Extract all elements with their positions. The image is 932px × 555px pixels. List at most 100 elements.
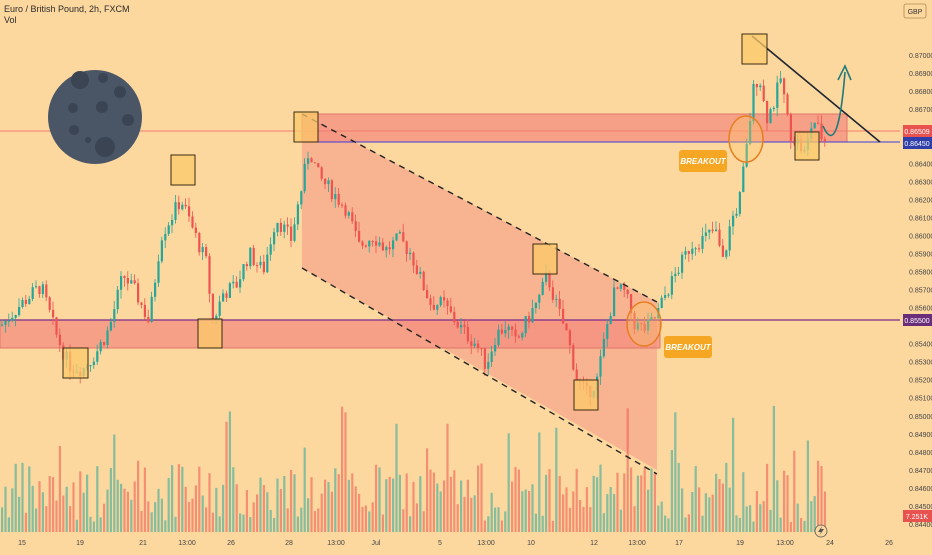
candle-body <box>11 317 14 321</box>
time-axis[interactable]: 15 19 21 13:00 26 28 13:00 Jul 5 13:00 10 12 13:00 17… <box>18 540 893 547</box>
candle-body <box>235 281 238 288</box>
volume-bar <box>500 520 503 532</box>
volume-bars <box>1 405 826 532</box>
candle-body <box>375 241 378 246</box>
candle-body <box>52 309 55 318</box>
candle-body <box>640 323 643 325</box>
candle-body <box>694 248 697 250</box>
volume-bar <box>86 474 89 532</box>
volume-bar <box>225 421 228 532</box>
volume-bar <box>691 492 694 532</box>
price-axis[interactable]: 0.870000.869000.868000.867000.866000.864… <box>909 53 932 529</box>
candle-body <box>602 338 605 357</box>
volume-bar <box>800 518 803 532</box>
x-tick-label: 24 <box>826 540 834 547</box>
lightning-icon[interactable] <box>814 524 828 538</box>
volume-bar <box>473 495 476 532</box>
y-tick-label: 0.86200 <box>909 197 932 204</box>
x-tick-label: 26 <box>885 540 893 547</box>
volume-bar <box>636 475 639 532</box>
candle-body <box>201 247 204 253</box>
volume-bar <box>572 491 575 532</box>
candle-body <box>494 345 497 352</box>
wedge-trendline <box>751 35 881 143</box>
volume-bar <box>609 487 612 532</box>
volume-bar <box>222 484 225 532</box>
candle-body <box>609 316 612 325</box>
breakout-label-upper: BREAKOUT <box>680 157 726 166</box>
candle-body <box>116 289 119 310</box>
candle-body <box>456 322 459 328</box>
volume-bar <box>398 474 401 532</box>
volume-bar <box>242 514 245 532</box>
candle-body <box>273 232 276 245</box>
candle-body <box>106 330 109 345</box>
candle-body <box>58 334 61 346</box>
volume-bar <box>167 478 170 532</box>
candle-body <box>432 304 435 310</box>
candle-body <box>89 365 92 367</box>
candle-body <box>96 351 99 362</box>
candle-body <box>619 284 622 289</box>
volume-bar <box>633 506 636 532</box>
y-tick-label: 0.85900 <box>909 251 932 258</box>
candle-body <box>443 297 446 301</box>
candle-body <box>630 294 633 314</box>
volume-bar <box>109 468 112 532</box>
candle-body <box>194 227 197 234</box>
candle-body <box>483 348 486 369</box>
volume-bar <box>303 447 306 532</box>
candle-body <box>385 247 388 251</box>
candle-body <box>269 244 272 255</box>
volume-bar <box>351 473 354 532</box>
volume-bar <box>480 463 483 532</box>
volume-bar <box>806 440 809 532</box>
volume-bar <box>35 508 38 532</box>
price-tag-volume: 7.251K <box>903 510 932 522</box>
volume-bar <box>487 516 490 532</box>
volume-bar <box>460 480 463 532</box>
volume-bar <box>31 485 34 532</box>
volume-bar <box>735 515 738 532</box>
candle-body <box>164 233 167 241</box>
candle-body <box>215 315 218 320</box>
swing-box-7 <box>741 33 768 65</box>
candle-body <box>14 315 17 318</box>
volume-bar <box>215 487 218 532</box>
volume-bar <box>738 518 741 532</box>
volume-bar <box>796 503 799 532</box>
candle-body <box>249 247 252 267</box>
candle-body <box>252 247 255 266</box>
volume-bar <box>647 489 650 532</box>
volume-bar <box>599 464 602 532</box>
volume-bar <box>630 467 633 532</box>
candlesticks <box>1 71 826 406</box>
volume-bar <box>718 479 721 532</box>
candle-body <box>283 224 286 232</box>
volume-indicator-label: Vol <box>4 15 17 25</box>
candle-body <box>429 298 432 305</box>
y-tick-label: 0.84500 <box>909 504 932 511</box>
volume-bar <box>769 509 772 532</box>
candle-body <box>92 361 95 366</box>
candle-body <box>143 304 146 317</box>
candle-body <box>497 329 500 346</box>
candle-body <box>7 320 10 322</box>
candle-body <box>755 83 758 88</box>
currency-badge[interactable]: GBP <box>903 3 927 19</box>
volume-bar <box>48 476 51 532</box>
candle-body <box>534 302 537 309</box>
volume-bar <box>823 491 826 532</box>
swing-box-3 <box>197 318 223 349</box>
volume-bar <box>191 498 194 532</box>
candle-body <box>28 298 31 304</box>
volume-bar <box>687 514 690 532</box>
volume-bar <box>589 507 592 532</box>
volume-bar <box>392 478 395 532</box>
candle-body <box>718 229 721 246</box>
candle-body <box>480 348 483 350</box>
candle-body <box>337 194 340 205</box>
volume-bar <box>106 489 109 532</box>
